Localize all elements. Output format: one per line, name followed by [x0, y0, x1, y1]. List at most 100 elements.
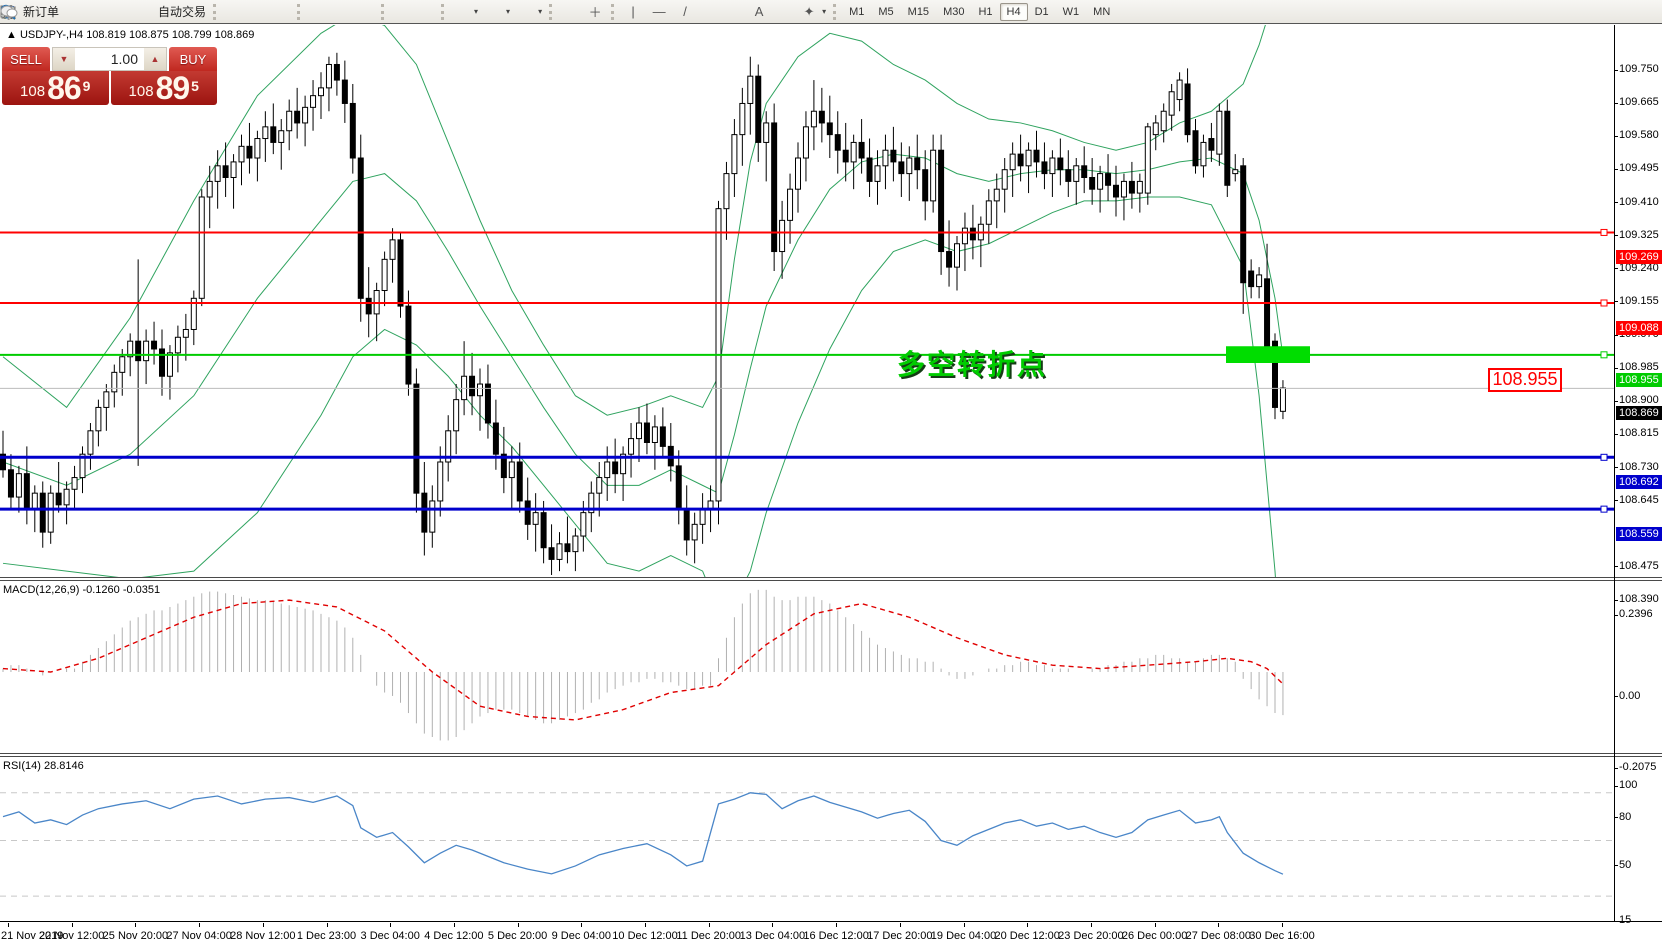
new-chart-button[interactable]: ▾ — [0, 2, 482, 22]
candle-body — [993, 188, 1000, 202]
timeframe-button-m30[interactable]: M30 — [943, 5, 965, 18]
candle-body — [755, 75, 762, 143]
time-tick-label: 22 Nov 12:00 — [38, 930, 105, 942]
crosshair-tool-button[interactable]: ＋ — [582, 2, 608, 22]
zoom-in-button[interactable] — [1, 2, 330, 22]
timeframe-button-w1[interactable]: W1 — [1062, 5, 1080, 18]
templates-button[interactable]: ▾ — [0, 2, 546, 22]
timeframe-button-m1[interactable]: M1 — [849, 5, 865, 18]
tile-windows-button[interactable] — [2, 2, 378, 22]
price-callout-box[interactable]: 108.955 — [1488, 367, 1562, 392]
chart-ohlc-header: ▲ USDJPY-,H4 108.819 108.875 108.799 108… — [6, 29, 254, 41]
pane-separator[interactable] — [0, 577, 1662, 581]
channel-tool-button[interactable]: E — [0, 2, 722, 22]
fibonacci-tool-button[interactable]: F — [2, 2, 746, 22]
chart-shift-button[interactable] — [1, 2, 438, 22]
sell-button[interactable]: SELL — [2, 47, 50, 71]
label-tool-button[interactable]: T — [1, 2, 796, 22]
signals-button[interactable] — [2, 2, 135, 22]
terminal-icon — [1, 4, 107, 20]
main-chart-canvas[interactable] — [0, 25, 1614, 577]
horizontal-line-icon: — — [652, 4, 666, 19]
cursor-tool-button[interactable] — [4, 2, 582, 22]
candle-body — [771, 122, 778, 253]
dropdown-arrow-icon: ▾ — [506, 7, 511, 16]
chart-shift-icon — [1, 4, 434, 20]
periods-button[interactable]: ▾ — [1, 2, 514, 22]
candle-body — [230, 161, 237, 178]
candle-body — [930, 149, 937, 202]
hline-tool-button[interactable]: — — [646, 2, 672, 22]
candle-body — [946, 251, 953, 268]
timeframe-button-mn[interactable]: MN — [1093, 5, 1111, 18]
candlestick-mode-button[interactable] — [2, 2, 270, 22]
time-tick-label: 26 Dec 00:00 — [1121, 930, 1188, 942]
new-chart-icon — [0, 4, 470, 20]
arrows-tool-button[interactable]: ✦ ▾ — [796, 2, 830, 22]
candle-body — [437, 461, 444, 502]
volume-decrease-button[interactable]: ▼ — [53, 48, 75, 70]
macd-canvas[interactable] — [0, 581, 1614, 753]
hline-anchor[interactable] — [1600, 299, 1608, 307]
timeframe-button-m15[interactable]: M15 — [907, 5, 930, 18]
hline-anchor[interactable] — [1600, 351, 1608, 359]
candle-body — [659, 426, 666, 447]
price-axis-border — [1614, 25, 1615, 922]
buy-price-button[interactable]: 108 89 5 — [110, 71, 217, 105]
time-tick-mark — [581, 923, 583, 927]
zoom-out-button[interactable] — [1, 2, 354, 22]
candle-body — [341, 79, 348, 104]
candle-body — [1136, 180, 1143, 194]
timeframe-button-d1[interactable]: D1 — [1034, 5, 1049, 18]
hline-anchor[interactable] — [1600, 453, 1608, 461]
search-icon[interactable] — [0, 4, 1628, 20]
hline-anchor[interactable] — [1600, 505, 1608, 513]
candle-body — [190, 297, 197, 330]
turning-point-annotation[interactable]: 多空转折点 — [897, 348, 1048, 380]
volume-input[interactable]: 1.00 — [110, 51, 138, 67]
vline-tool-button[interactable]: | — [620, 2, 646, 22]
rsi-tick-label: 100 — [1619, 779, 1638, 791]
timeframe-button-h4[interactable]: H4 — [999, 2, 1028, 21]
crosshair-icon: ＋ — [588, 5, 602, 20]
timeframe-button-h1[interactable]: H1 — [978, 5, 993, 18]
periods-clock-icon — [1, 4, 502, 20]
sell-price-button[interactable]: 108 86 9 — [2, 71, 109, 105]
candle-body — [79, 453, 86, 479]
highlight-rectangle[interactable] — [1226, 346, 1310, 363]
deposit-button[interactable] — [1, 2, 87, 22]
toolbar-grip — [441, 3, 447, 20]
time-axis[interactable]: 21 Nov 2019 22 Nov 12:00 25 Nov 20:00 27 No… — [0, 923, 1662, 949]
time-tick-label: 17 Dec 20:00 — [867, 930, 933, 942]
candle-body — [47, 492, 54, 533]
volume-increase-button[interactable]: ▲ — [144, 48, 166, 70]
candle-body — [580, 512, 587, 537]
buy-button[interactable]: BUY — [169, 47, 217, 71]
hline-anchor[interactable] — [1600, 228, 1608, 236]
trendline-tool-button[interactable]: / — [672, 2, 698, 22]
auto-scroll-button[interactable] — [1, 2, 414, 22]
bar-chart-mode-button[interactable] — [2, 2, 246, 22]
line-chart-mode-button[interactable] — [0, 2, 294, 22]
pane-separator[interactable] — [0, 753, 1662, 757]
timeframe-button-m5[interactable]: M5 — [878, 5, 894, 18]
time-tick-label: 28 Nov 12:00 — [230, 930, 296, 942]
candle-body — [357, 157, 364, 299]
macd-tick-label: 0.00 — [1619, 689, 1641, 702]
candle-body — [333, 63, 340, 81]
macd-signal-line — [2, 599, 1284, 721]
candle-body — [572, 535, 579, 553]
candle-body — [1240, 165, 1247, 284]
rsi-canvas[interactable] — [0, 757, 1614, 921]
auto-trading-button[interactable]: 自动交易 — [2, 2, 210, 22]
price-tick-mark — [1614, 69, 1618, 71]
community-button[interactable] — [1, 2, 111, 22]
time-tick-label: 21 Nov 2019 — [1, 930, 64, 942]
chart-window: ▲ USDJPY-,H4 108.819 108.875 108.799 108… — [0, 25, 1662, 950]
text-tool-button[interactable]: A — [746, 2, 772, 22]
cursor-arrow-icon — [4, 4, 578, 20]
candle-body — [938, 149, 945, 253]
candle-body — [1216, 110, 1223, 155]
candle-body — [834, 134, 841, 151]
chat-icon[interactable] — [0, 4, 1654, 20]
